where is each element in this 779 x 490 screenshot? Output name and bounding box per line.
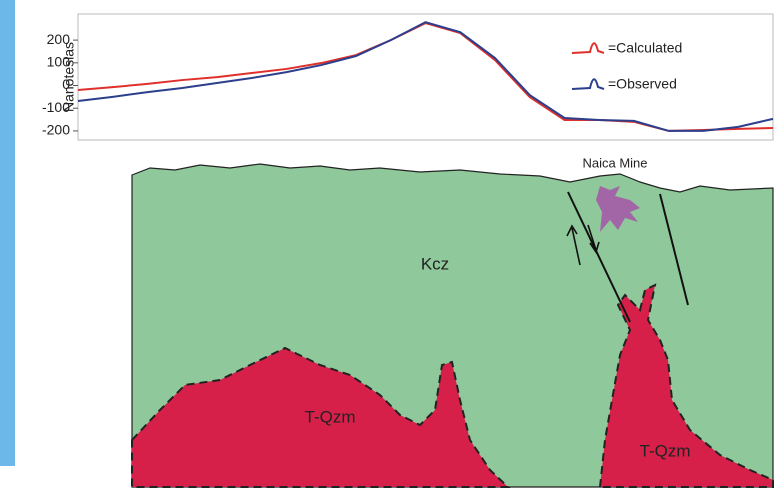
y-tick-label: -100 (42, 99, 70, 115)
legend-label: =Calculated (608, 40, 682, 56)
y-tick-label: 100 (47, 54, 71, 70)
y-tick-label: 200 (47, 31, 71, 47)
annotation: Naica Mine (582, 155, 647, 170)
annotation: T-Qzm (305, 407, 356, 426)
y-tick-label: 0 (62, 76, 70, 92)
annotation: T-Qzm (640, 441, 691, 460)
legend-label: =Observed (608, 76, 677, 92)
figure: Nanoteslas Naica Mine Kcz T-Qzm T-Qzm -2… (0, 0, 779, 490)
side-bar (0, 0, 15, 466)
annotation: Kcz (421, 254, 449, 273)
y-tick-label: -200 (42, 122, 70, 138)
cross-section: Naica Mine Kcz T-Qzm T-Qzm (132, 155, 773, 487)
